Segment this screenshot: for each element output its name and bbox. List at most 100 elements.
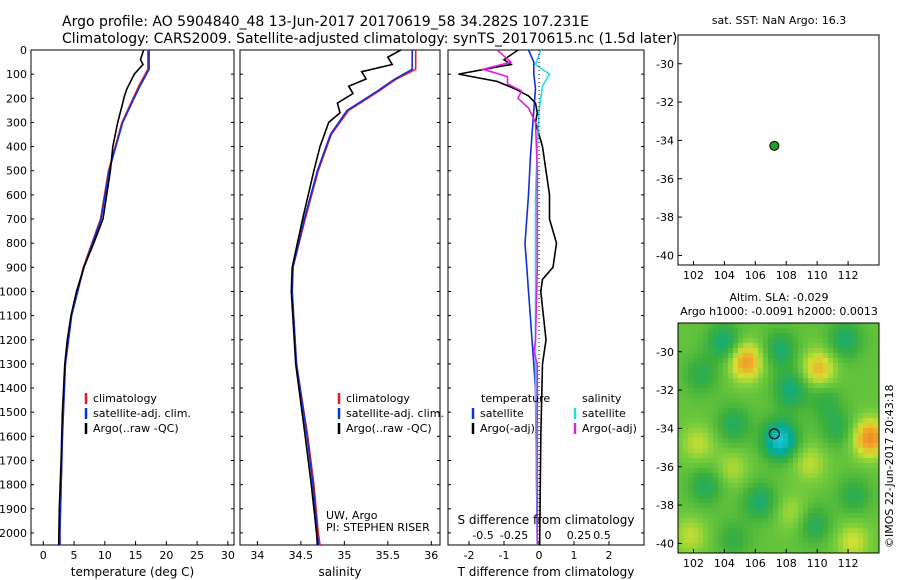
sla-heatmap-cell (728, 453, 733, 458)
sla-heatmap-cell (858, 398, 863, 403)
sla-heatmap-cell (823, 443, 828, 448)
sla-heatmap-cell (713, 408, 718, 413)
sla-heatmap-cell (688, 328, 693, 333)
sla-heatmap-cell (693, 333, 698, 338)
sla-heatmap-cell (768, 433, 773, 438)
sla-heatmap-cell (813, 533, 818, 538)
sla-heatmap-cell (788, 533, 793, 538)
sla-heatmap-cell (843, 458, 848, 463)
sla-heatmap-cell (778, 453, 783, 458)
sla-heatmap-cell (743, 498, 748, 503)
sla-heatmap-cell (773, 403, 778, 408)
sla-heatmap-cell (783, 508, 788, 513)
sla-heatmap-cell (813, 463, 818, 468)
sla-heatmap-cell (838, 353, 843, 358)
sla-heatmap-cell (828, 543, 833, 548)
sla-heatmap-cell (788, 378, 793, 383)
sla-heatmap-cell (853, 498, 858, 503)
sla-heatmap-cell (858, 353, 863, 358)
sla-heatmap-cell (743, 388, 748, 393)
sla-heatmap-cell (683, 388, 688, 393)
sla-heatmap-cell (708, 443, 713, 448)
sla-heatmap-cell (808, 403, 813, 408)
sla-heatmap-cell (858, 448, 863, 453)
sla-heatmap-cell (723, 323, 728, 328)
sla-heatmap-cell (763, 523, 768, 528)
sla-heatmap-cell (703, 513, 708, 518)
sla-heatmap-cell (733, 428, 738, 433)
sla-heatmap-cell (718, 323, 723, 328)
sla-heatmap-cell (858, 408, 863, 413)
sla-heatmap-cell (823, 503, 828, 508)
x-tick-label: 20 (159, 549, 173, 562)
sla-heatmap-cell (748, 378, 753, 383)
sla-heatmap-cell (808, 408, 813, 413)
sla-heatmap-cell (803, 473, 808, 478)
sla-heatmap-cell (773, 468, 778, 473)
sla-heatmap-cell (748, 408, 753, 413)
sla-heatmap-cell (818, 328, 823, 333)
sla-heatmap-cell (868, 483, 873, 488)
sla-heatmap-cell (763, 468, 768, 473)
sla-heatmap-cell (798, 438, 803, 443)
sla-heatmap-cell (693, 428, 698, 433)
sla-heatmap-cell (693, 433, 698, 438)
sla-heatmap-cell (873, 503, 878, 508)
sla-heatmap-cell (843, 488, 848, 493)
sla-heatmap-cell (698, 508, 703, 513)
sla-heatmap-cell (718, 533, 723, 538)
sla-heatmap-cell (698, 358, 703, 363)
sla-heatmap-cell (858, 333, 863, 338)
sla-heatmap-cell (843, 513, 848, 518)
sla-heatmap-cell (818, 428, 823, 433)
sla-heatmap-cell (678, 483, 683, 488)
sla-heatmap-cell (718, 458, 723, 463)
sla-heatmap-cell (683, 333, 688, 338)
sla-heatmap-cell (863, 408, 868, 413)
sla-heatmap-cell (728, 333, 733, 338)
sla-heatmap-cell (748, 363, 753, 368)
sla-heatmap-cell (828, 408, 833, 413)
sla-heatmap-cell (848, 493, 853, 498)
sla-heatmap-cell (753, 433, 758, 438)
sla-heatmap-cell (738, 363, 743, 368)
sla-heatmap-cell (713, 368, 718, 373)
sla-heatmap-cell (853, 413, 858, 418)
sla-heatmap-cell (718, 448, 723, 453)
sla-heatmap-cell (733, 528, 738, 533)
sla-heatmap-cell (683, 343, 688, 348)
sla-heatmap-cell (773, 378, 778, 383)
sla-heatmap-cell (808, 453, 813, 458)
sla-heatmap-cell (783, 483, 788, 488)
sla-heatmap-cell (688, 493, 693, 498)
sla-heatmap-cell (868, 488, 873, 493)
sla-heatmap-cell (713, 478, 718, 483)
sla-heatmap-cell (688, 428, 693, 433)
sla-heatmap-cell (833, 358, 838, 363)
sla-heatmap-cell (728, 493, 733, 498)
sla-heatmap-cell (818, 343, 823, 348)
sla-heatmap-cell (818, 548, 823, 553)
sla-heatmap-cell (763, 363, 768, 368)
sla-heatmap-cell (808, 528, 813, 533)
sla-heatmap-cell (678, 543, 683, 548)
sla-heatmap-cell (678, 353, 683, 358)
sla-heatmap-cell (798, 528, 803, 533)
map-x-tick-label: 112 (838, 557, 859, 570)
sla-heatmap-cell (678, 453, 683, 458)
sla-heatmap-cell (723, 393, 728, 398)
sla-heatmap-cell (813, 343, 818, 348)
sla-heatmap-cell (853, 378, 858, 383)
sla-heatmap-cell (768, 528, 773, 533)
map-y-tick-label: -38 (656, 499, 674, 512)
sla-heatmap-cell (688, 423, 693, 428)
map-y-tick-label: -32 (656, 384, 674, 397)
sla-heatmap-cell (733, 503, 738, 508)
sla-heatmap-cell (773, 373, 778, 378)
sla-heatmap-cell (858, 393, 863, 398)
sla-heatmap-cell (868, 463, 873, 468)
sla-heatmap-cell (798, 358, 803, 363)
sla-heatmap-cell (683, 458, 688, 463)
sla-heatmap-cell (733, 493, 738, 498)
sla-heatmap-cell (813, 543, 818, 548)
